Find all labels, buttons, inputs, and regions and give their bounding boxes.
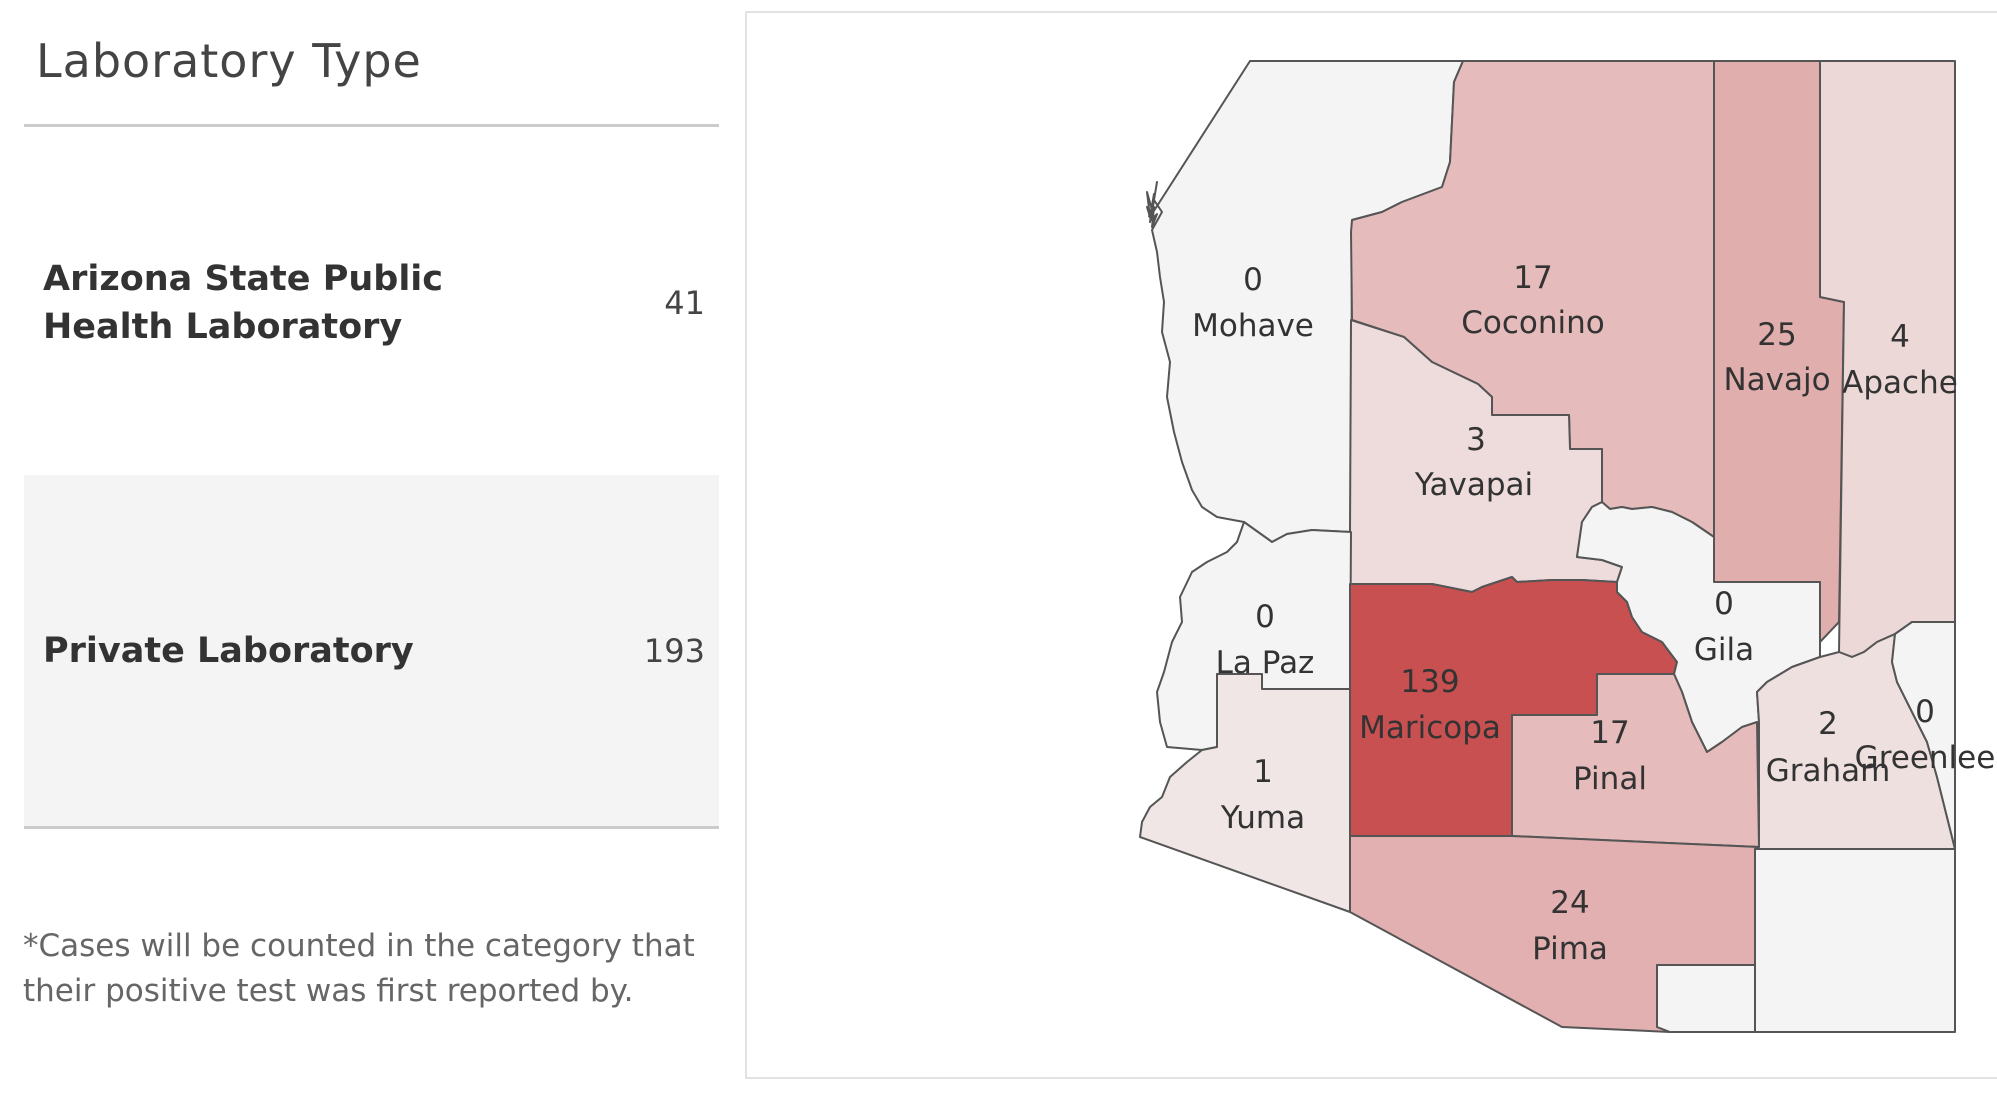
county-name-gila: Gila — [1694, 632, 1754, 668]
bottom-divider — [24, 826, 719, 829]
county-value-mohave: 0 — [1243, 262, 1263, 298]
arizona-county-map: 0 Mohave 17 Coconino 25 Navajo 4 Apache … — [1139, 60, 1996, 1033]
county-value-yuma: 1 — [1253, 754, 1273, 790]
county-name-maricopa: Maricopa — [1359, 710, 1501, 746]
county-value-lapaz: 0 — [1255, 599, 1275, 635]
county-value-gila: 0 — [1714, 586, 1734, 622]
county-greenlee[interactable] — [1891, 621, 1956, 850]
title-divider — [24, 124, 719, 127]
lab-row-count: 41 — [664, 283, 705, 322]
county-name-coconino: Coconino — [1461, 305, 1605, 341]
county-name-greenlee: Greenlee — [1855, 740, 1996, 776]
lab-row-state-public-health[interactable]: Arizona State Public Health Laboratory 4… — [24, 130, 719, 475]
county-name-apache: Apache — [1842, 365, 1958, 401]
county-name-lapaz: La Paz — [1216, 645, 1315, 681]
footnote: *Cases will be counted in the category t… — [23, 928, 695, 1009]
county-yuma[interactable] — [1139, 673, 1351, 913]
county-santacruz[interactable] — [1656, 964, 1756, 1033]
county-value-pima: 24 — [1550, 885, 1589, 921]
panel-title: Laboratory Type — [36, 34, 422, 88]
county-value-apache: 4 — [1890, 319, 1910, 355]
county-name-yavapai: Yavapai — [1414, 467, 1533, 503]
lab-row-label: Private Laboratory — [43, 631, 414, 671]
county-name-pima: Pima — [1532, 931, 1608, 967]
county-value-navajo: 25 — [1757, 317, 1796, 353]
laboratory-type-panel: Laboratory Type Arizona State Public Hea… — [0, 0, 740, 1098]
lab-row-count: 193 — [643, 632, 705, 670]
county-value-coconino: 17 — [1513, 260, 1552, 296]
county-value-maricopa: 139 — [1400, 664, 1459, 700]
county-map-panel: 0 Mohave 17 Coconino 25 Navajo 4 Apache … — [745, 11, 1997, 1079]
county-cochise[interactable] — [1754, 848, 1956, 1033]
county-value-graham: 2 — [1818, 706, 1838, 742]
lab-row-label: Arizona State Public Health Laboratory — [43, 258, 444, 347]
lab-row-private[interactable]: Private Laboratory 193 — [24, 475, 719, 827]
county-name-mohave: Mohave — [1192, 308, 1314, 344]
county-pinal[interactable] — [1511, 673, 1760, 848]
county-name-navajo: Navajo — [1723, 362, 1830, 398]
county-name-pinal: Pinal — [1573, 761, 1647, 797]
county-name-graham: Graham — [1766, 753, 1891, 789]
county-value-greenlee: 0 — [1915, 694, 1935, 730]
county-value-yavapai: 3 — [1466, 422, 1486, 458]
county-value-pinal: 17 — [1590, 715, 1629, 751]
county-name-yuma: Yuma — [1220, 800, 1305, 836]
